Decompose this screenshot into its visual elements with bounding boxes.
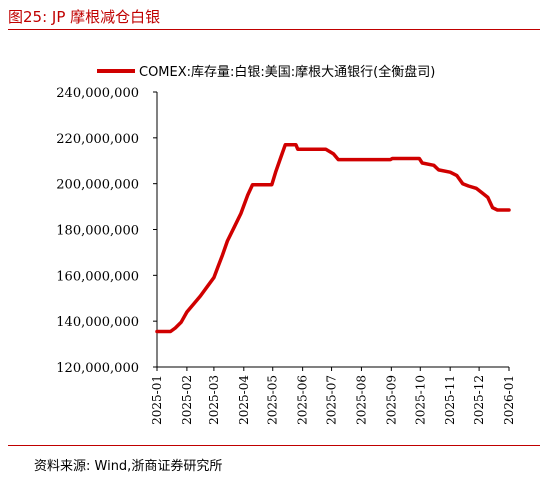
- x-tick-label: 2025-10: [413, 375, 427, 425]
- y-axis-ticks: 120,000,000 140,000,000 160,000,000 180,000…: [56, 86, 157, 376]
- legend-label: COMEX:库存量:白银:美国:摩根大通银行(全衡盘司): [139, 64, 435, 80]
- y-tick-label: 220,000,000: [56, 132, 139, 147]
- x-tick-label: 2025-07: [325, 375, 339, 425]
- legend: COMEX:库存量:白银:美国:摩根大通银行(全衡盘司): [97, 64, 435, 80]
- x-tick-label: 2025-09: [384, 375, 398, 425]
- y-tick-label: 120,000,000: [56, 361, 139, 376]
- x-tick-label: 2025-02: [180, 375, 194, 425]
- x-tick-label: 2025-08: [354, 375, 368, 425]
- x-tick-label: 2025-12: [472, 375, 486, 425]
- x-tick-label: 2025-01: [150, 375, 164, 425]
- plot-area: [155, 142, 511, 334]
- axes: [156, 92, 509, 368]
- y-tick-label: 180,000,000: [56, 224, 139, 239]
- series-line: [155, 142, 511, 334]
- y-tick-label: 200,000,000: [56, 178, 139, 193]
- figure-title: 图25: JP 摩根减仓白银: [8, 8, 161, 26]
- x-tick-label: 2025-05: [266, 375, 280, 425]
- x-tick-label: 2025-11: [443, 375, 457, 425]
- x-axis-ticks: 2025-01 2025-02 2025-03 2025-04 2025-05 2025-…: [150, 367, 516, 425]
- x-tick-label: 2025-03: [207, 375, 221, 425]
- y-tick-label: 140,000,000: [56, 315, 139, 330]
- source-note: 资料来源: Wind,浙商证券研究所: [34, 459, 223, 474]
- title-divider: [8, 29, 540, 30]
- x-tick-label: 2025-04: [237, 375, 251, 425]
- x-tick-label: 2026-01: [502, 375, 516, 425]
- footer-divider: [8, 445, 540, 446]
- y-tick-label: 240,000,000: [56, 86, 139, 101]
- y-tick-label: 160,000,000: [56, 269, 139, 284]
- x-tick-label: 2025-06: [296, 375, 310, 425]
